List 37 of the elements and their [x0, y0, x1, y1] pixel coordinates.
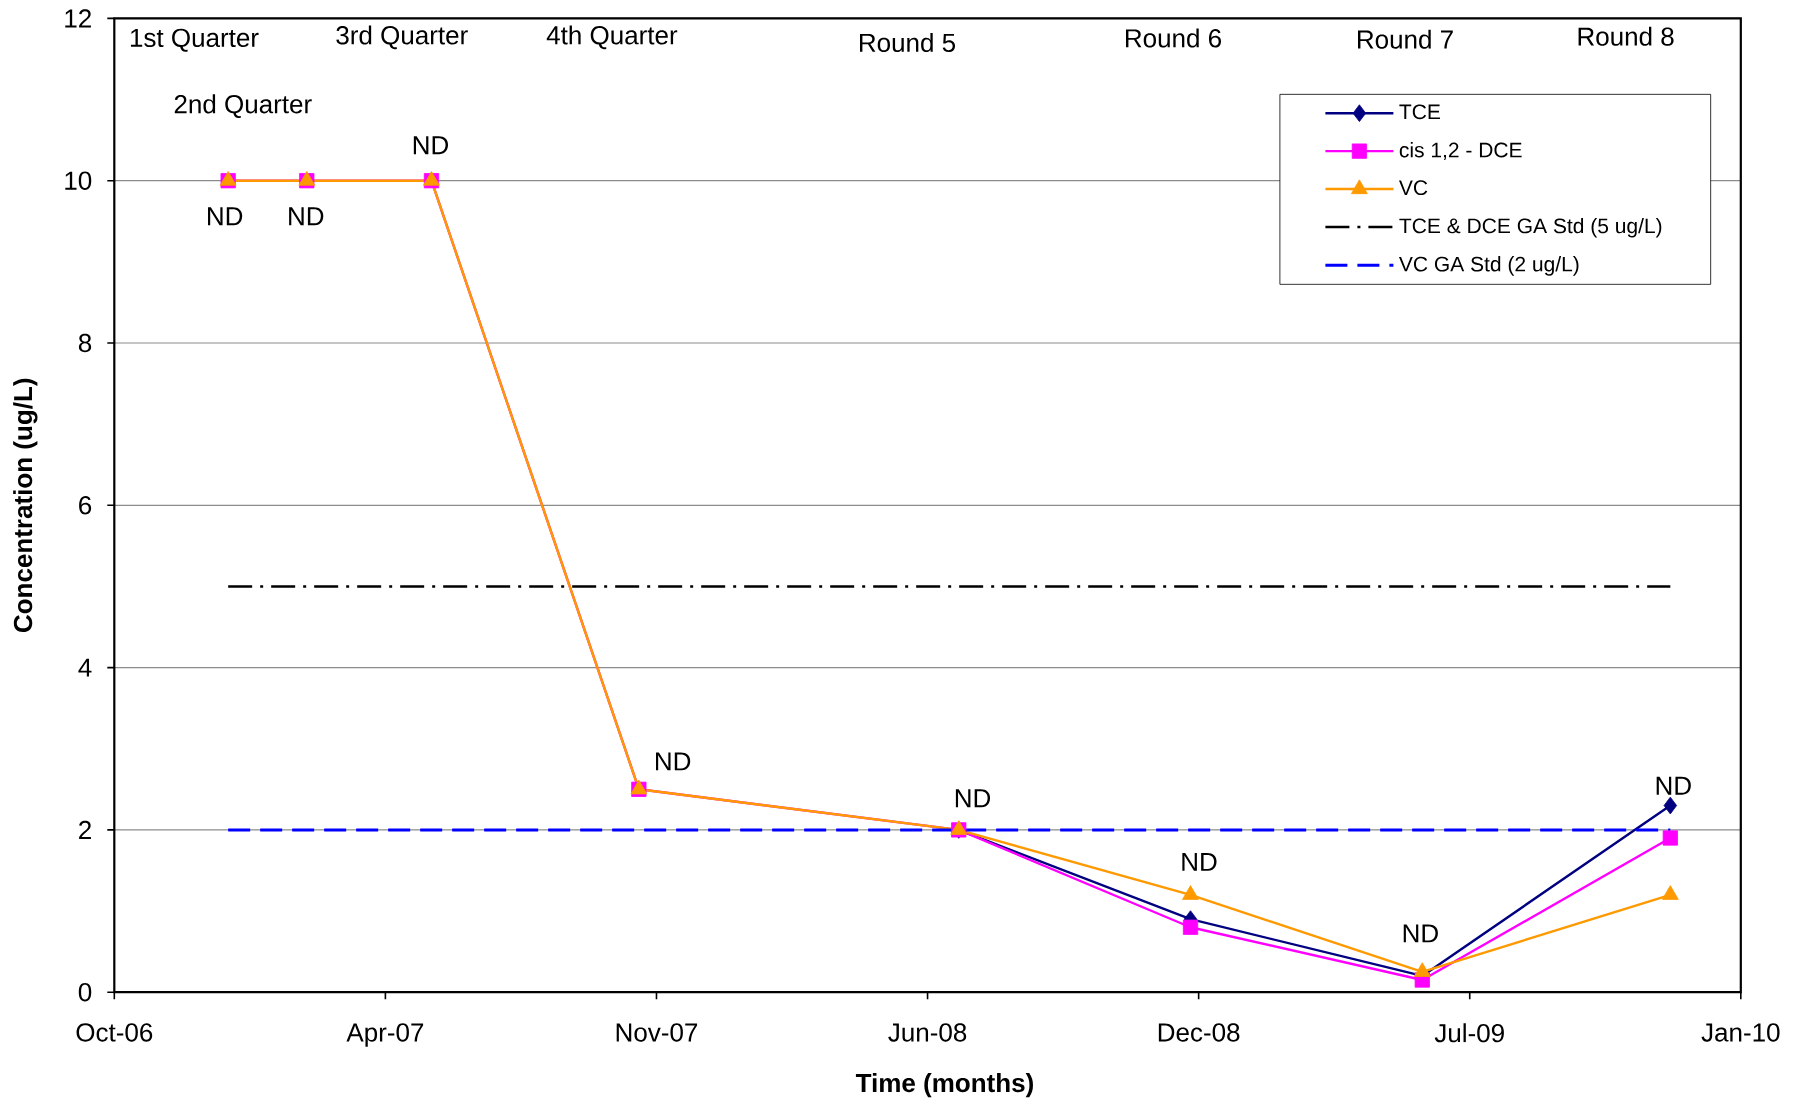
y-tick-label: 12	[65, 9, 91, 28]
annotation: ND	[1403, 924, 1438, 943]
annotation: Round 6	[1126, 28, 1221, 48]
x-tick-label: Jan-10	[1701, 1023, 1780, 1042]
annotation: ND	[656, 752, 691, 771]
annotation: ND	[289, 207, 324, 226]
annotation: ND	[208, 207, 243, 226]
legend-label: VC GA Std (2 ug/L)	[1398, 256, 1579, 276]
x-tick-label: Oct-06	[76, 1023, 153, 1042]
y-tick-label: 6	[79, 496, 92, 515]
y-axis-title: Concentration (ug/L)	[13, 378, 38, 633]
annotation: 1st Quarter	[130, 28, 259, 52]
annotation: Round 7	[1358, 29, 1453, 49]
x-tick-label: Dec-08	[1158, 1023, 1240, 1042]
legend-label: cis 1,2 - DCE	[1399, 142, 1522, 160]
x-axis-title: Time (months)	[855, 1073, 1033, 1098]
x-tick-label: Jun-08	[888, 1023, 967, 1042]
annotation: 4th Quarter	[546, 25, 678, 50]
x-tick-label: Apr-07	[346, 1023, 424, 1047]
annotation: Round 5	[859, 32, 956, 53]
legend-label: VC	[1398, 180, 1428, 196]
y-tick-label: 2	[79, 820, 91, 839]
annotation: ND	[955, 789, 991, 808]
annotation: 2nd Quarter	[174, 94, 312, 119]
y-tick-label: 0	[78, 982, 92, 1002]
y-tick-label: 4	[78, 658, 92, 677]
y-tick-label: 8	[78, 333, 92, 353]
annotation: 3rd Quarter	[336, 25, 468, 50]
annotation: ND	[1182, 852, 1217, 871]
legend-label: TCE	[1399, 104, 1440, 120]
annotation: ND	[413, 136, 449, 155]
annotation: Round 8	[1578, 26, 1674, 46]
annotation: ND	[1656, 776, 1691, 795]
x-tick-label: Jul-09	[1434, 1023, 1504, 1043]
legend-label: TCE & DCE GA Std (5 ug/L)	[1399, 217, 1662, 238]
y-tick-label: 10	[65, 171, 92, 190]
x-tick-label: Nov-07	[616, 1023, 698, 1042]
